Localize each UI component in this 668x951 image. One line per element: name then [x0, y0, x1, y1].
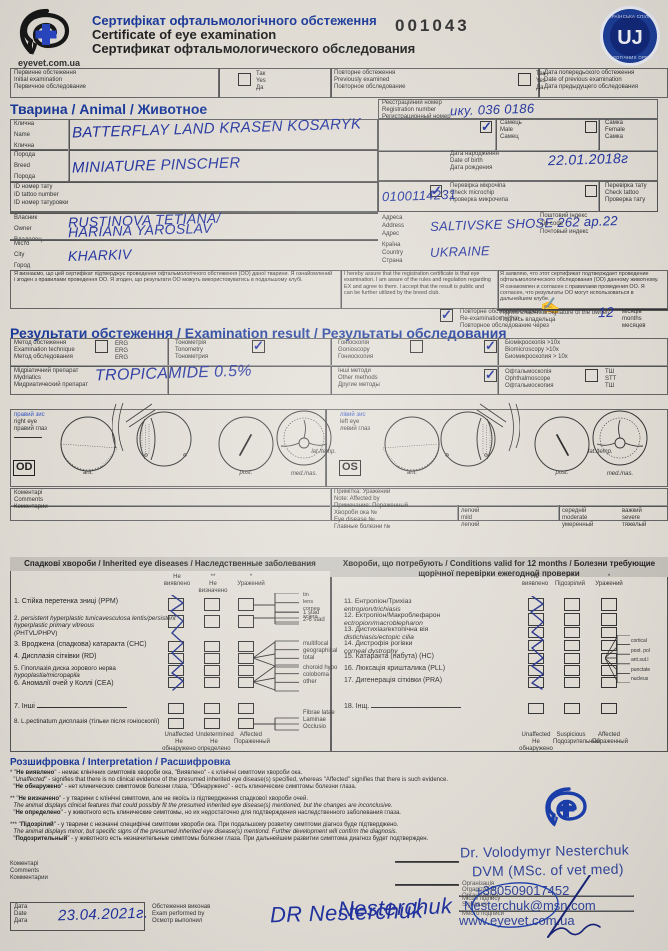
- svg-text:КІНОЛОГІЧНИХ ОРГАНІЗ: КІНОЛОГІЧНИХ ОРГАНІЗ: [602, 55, 659, 60]
- svg-text:ant.: ant.: [83, 470, 93, 476]
- svg-text:УКРАЇНСЬКА СПІЛКА: УКРАЇНСЬКА СПІЛКА: [606, 14, 654, 19]
- svg-text:post.: post.: [554, 470, 568, 476]
- svg-text:med./nas.: med./nas.: [291, 471, 317, 477]
- svg-text:post.: post.: [238, 470, 252, 476]
- svg-text:ant.: ant.: [407, 470, 417, 476]
- svg-text:lat./temp.: lat./temp.: [311, 449, 336, 455]
- svg-text:med./nas.: med./nas.: [607, 471, 633, 477]
- svg-text:lat./temp.: lat./temp.: [588, 449, 613, 455]
- svg-text:UJ: UJ: [617, 27, 643, 49]
